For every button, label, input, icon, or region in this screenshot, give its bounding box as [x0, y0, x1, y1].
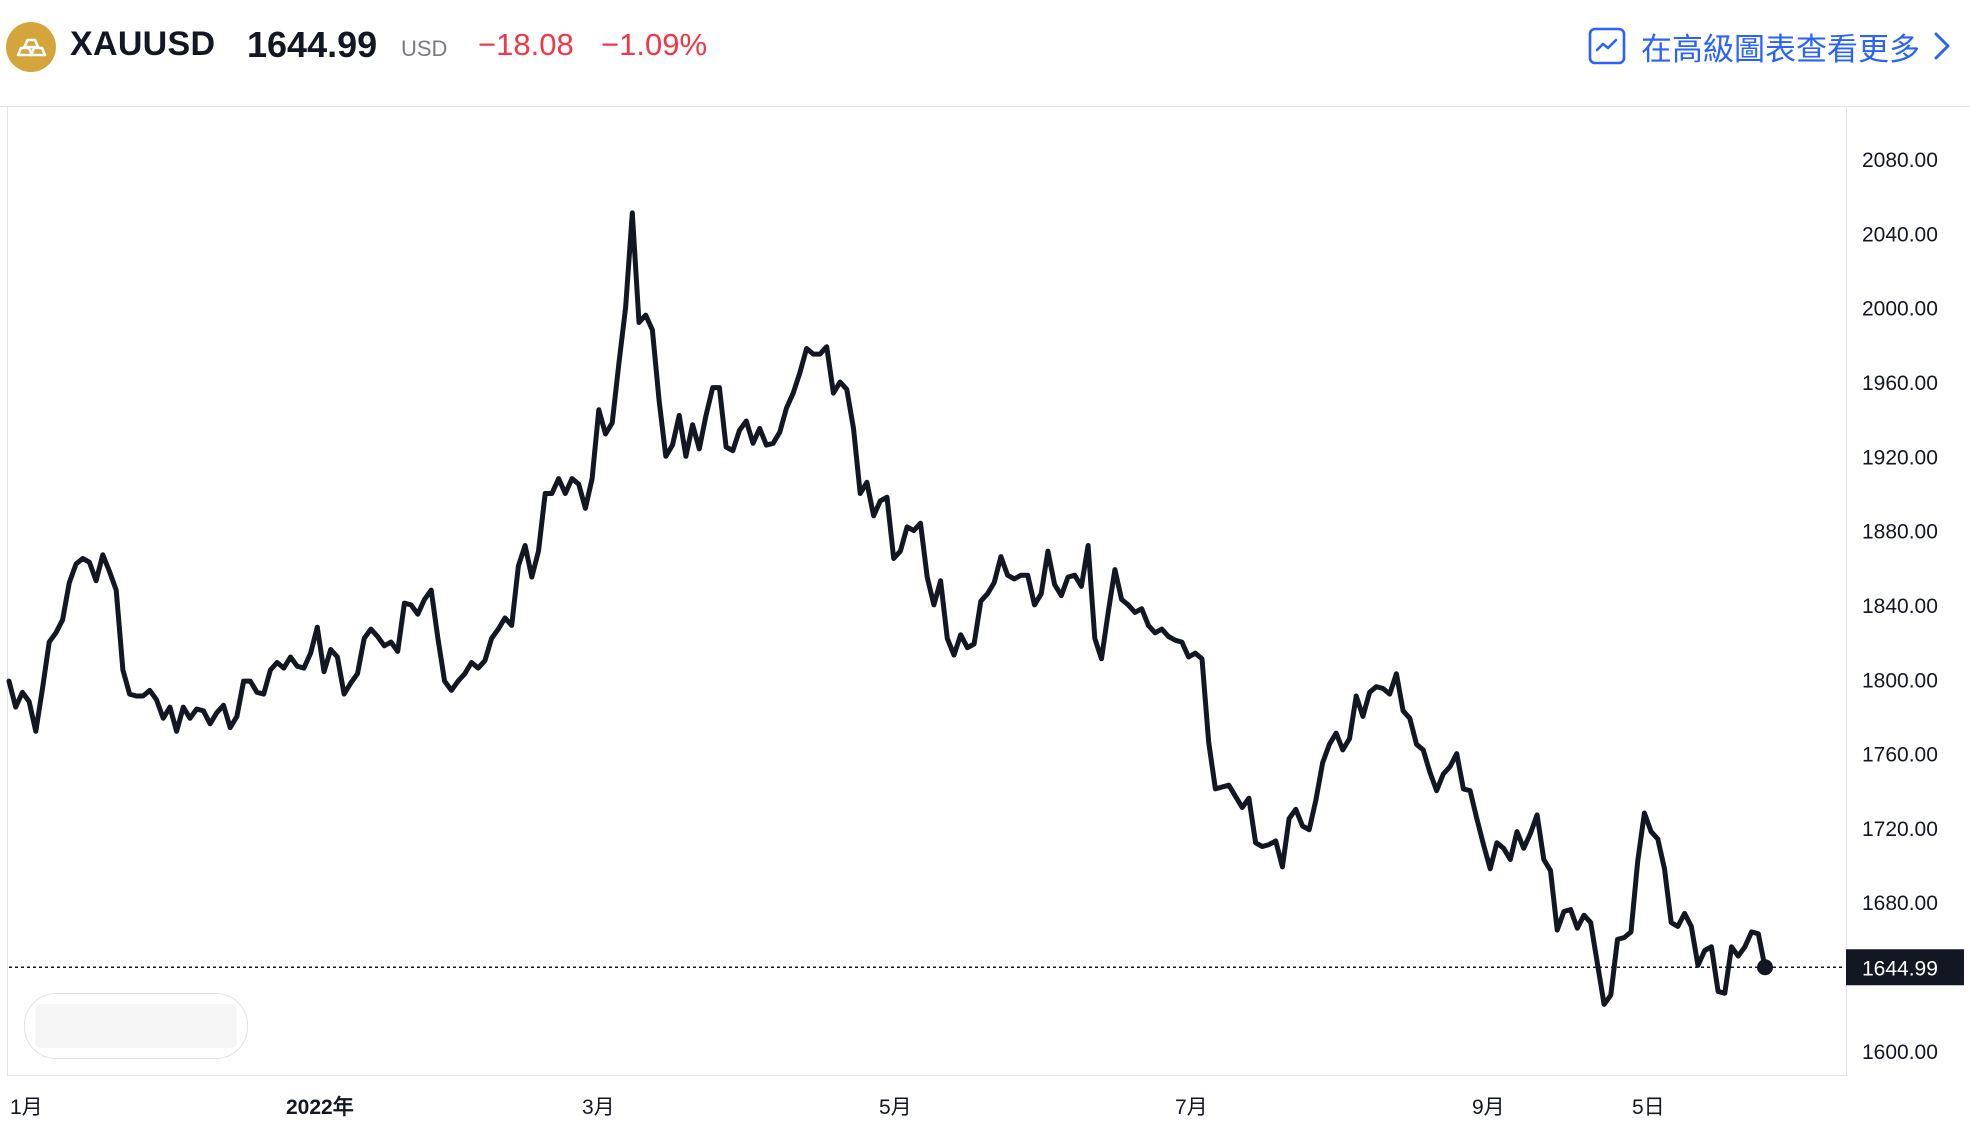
- y-tick-label: 1920.00: [1862, 446, 1938, 469]
- line-chart-icon: [1588, 27, 1626, 65]
- last-price-dot: [1757, 959, 1773, 976]
- range-selector[interactable]: [24, 993, 248, 1059]
- chart-area[interactable]: [7, 107, 1847, 1076]
- x-tick-label: 7月: [1175, 1096, 1208, 1119]
- y-tick-label: 1600.00: [1862, 1041, 1938, 1064]
- y-tick-label: 1720.00: [1862, 818, 1938, 841]
- x-tick-label: 5日: [1632, 1096, 1665, 1119]
- last-price-label: 1644.99: [1846, 949, 1964, 986]
- y-tick-label: 1960.00: [1862, 372, 1938, 395]
- last-price-label-text: 1644.99: [1862, 957, 1938, 980]
- x-tick-label: 5月: [879, 1096, 912, 1119]
- price-series-line: [6, 210, 1768, 1007]
- x-tick-label: 9月: [1472, 1096, 1505, 1119]
- currency-label: USD: [401, 36, 448, 61]
- advanced-chart-label: 在高級圖表查看更多: [1641, 31, 1920, 67]
- y-tick-label: 1680.00: [1862, 892, 1938, 915]
- gold-bars-icon: [6, 22, 56, 72]
- x-tick-label: 2022年: [286, 1095, 354, 1119]
- y-tick-label: 1840.00: [1862, 595, 1938, 618]
- y-tick-label: 1880.00: [1862, 521, 1938, 544]
- x-tick-label: 3月: [582, 1096, 615, 1119]
- chevron-right-icon: [1934, 32, 1950, 60]
- y-tick-label: 2000.00: [1862, 298, 1938, 321]
- range-selector-track: [35, 1004, 237, 1048]
- price-change-percent: −1.09%: [601, 27, 708, 62]
- y-tick-label: 2040.00: [1862, 223, 1938, 246]
- x-axis: 1月 2022年 3月 5月 7月 9月 5日: [10, 1095, 1665, 1119]
- symbol-name: XAUUSD: [70, 25, 216, 63]
- y-axis: 1600.001640.001680.001720.001760.001800.…: [1862, 149, 1938, 1064]
- y-tick-label: 1760.00: [1862, 744, 1938, 767]
- price-change: −18.08: [478, 27, 574, 62]
- last-price: 1644.99: [247, 24, 378, 65]
- y-tick-label: 1800.00: [1862, 669, 1938, 692]
- x-tick-label: 1月: [10, 1096, 43, 1119]
- advanced-chart-link[interactable]: 在高級圖表查看更多: [1587, 22, 1952, 70]
- y-tick-label: 2080.00: [1862, 149, 1938, 172]
- last-price-label-bg: [1846, 949, 1964, 986]
- symbol-header: XAUUSD 1644.99 USD −18.08 −1.09% 在高級圖表查看…: [0, 0, 1970, 107]
